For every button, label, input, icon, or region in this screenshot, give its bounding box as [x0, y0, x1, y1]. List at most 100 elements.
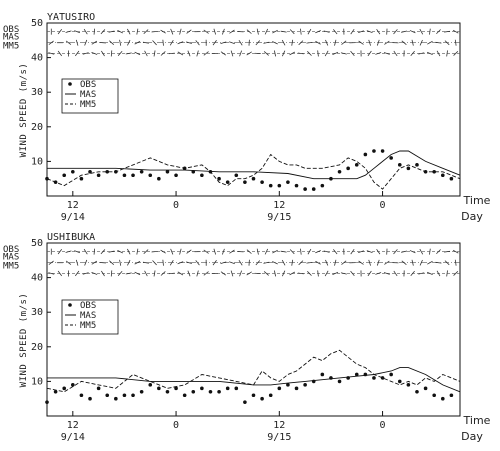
x-tick-label: 12: [273, 200, 285, 211]
wind-vector: [306, 41, 313, 44]
panel-title: USHIBUKA: [47, 232, 95, 243]
obs-point: [45, 400, 49, 404]
vector-row-label: MAS: [3, 32, 19, 42]
wind-vector: [368, 259, 371, 266]
wind-vector: [376, 28, 381, 35]
obs-point: [440, 396, 445, 401]
wind-vector: [143, 29, 149, 34]
wind-vector: [134, 271, 141, 276]
wind-vector: [281, 259, 286, 266]
x-axis-time-label: Time: [463, 414, 491, 427]
x-axis-day-label: Day: [461, 210, 483, 223]
wind-vector: [109, 260, 115, 266]
wind-vector: [426, 271, 433, 276]
obs-point: [243, 180, 247, 184]
obs-point: [337, 379, 342, 384]
obs-point: [234, 173, 239, 178]
date-label: 9/14: [61, 432, 85, 443]
x-tick-label: 12: [67, 200, 79, 211]
obs-point: [320, 372, 325, 377]
wind-vector: [169, 39, 174, 46]
wind-vector: [74, 50, 80, 57]
obs-point: [432, 169, 436, 174]
wind-vector: [110, 50, 113, 57]
legend-label: MAS: [80, 90, 96, 100]
obs-point: [105, 169, 110, 174]
wind-vector: [366, 250, 373, 254]
obs-point: [131, 393, 135, 398]
plot-frame: [46, 22, 461, 197]
wind-vector: [315, 250, 321, 254]
obs-point: [191, 389, 196, 394]
wind-vector: [134, 41, 141, 45]
x-tick-label: 12: [67, 420, 79, 431]
y-tick-label: 50: [31, 238, 43, 249]
obs-point: [79, 393, 84, 398]
wind-vector: [350, 248, 355, 255]
wind-vector: [99, 262, 106, 264]
wind-vector: [427, 260, 433, 265]
obs-point: [415, 163, 419, 167]
obs-point: [122, 393, 127, 398]
wind-vector: [333, 249, 338, 255]
obs-point: [165, 169, 170, 174]
wind-vector: [255, 260, 261, 266]
legend-label: OBS: [80, 80, 96, 90]
wind-vector: [84, 39, 88, 46]
wind-vector: [393, 29, 398, 35]
wind-vector: [109, 40, 115, 46]
wind-vector: [169, 259, 174, 266]
obs-point: [251, 176, 256, 181]
wind-vector: [427, 40, 433, 45]
wind-vector: [273, 50, 277, 57]
obs-point: [286, 383, 290, 387]
wind-vector: [317, 270, 319, 277]
wind-vector: [298, 40, 304, 46]
x-tick-label: 0: [380, 200, 386, 211]
wind-vector: [307, 28, 312, 35]
obs-point: [71, 169, 75, 174]
legend-obs-marker: [68, 82, 72, 86]
obs-point: [449, 176, 454, 181]
obs-point: [53, 389, 58, 394]
y-tick-label: 40: [31, 53, 43, 64]
wind-vector: [168, 272, 175, 275]
legend-label: OBS: [80, 301, 96, 311]
wind-vector: [411, 39, 414, 46]
wind-vector: [298, 260, 304, 266]
wind-vector: [263, 271, 269, 276]
legend-label: MM5: [80, 321, 96, 331]
vector-row-label: OBS: [3, 245, 19, 255]
wind-vector: [383, 52, 390, 55]
obs-point: [372, 376, 376, 380]
wind-vector: [334, 39, 337, 46]
date-label: 9/15: [267, 432, 291, 443]
wind-vector: [272, 29, 278, 34]
wind-vector: [289, 51, 296, 56]
wind-vector: [48, 272, 55, 275]
wind-vector: [195, 260, 200, 266]
wind-vector: [229, 29, 235, 34]
wind-vector: [220, 261, 227, 264]
wind-vector: [410, 50, 415, 57]
wind-vector: [315, 40, 321, 45]
wind-vector: [263, 41, 270, 44]
wind-vector: [409, 30, 416, 34]
wind-vector: [82, 272, 89, 275]
wind-vector: [256, 28, 259, 35]
wind-vector: [134, 51, 141, 56]
wind-vector: [452, 29, 459, 34]
wind-vector: [91, 51, 98, 55]
wind-vector: [196, 270, 199, 277]
obs-point: [311, 187, 316, 191]
wind-vector: [358, 30, 365, 33]
wind-vector: [393, 249, 398, 255]
wind-vector: [179, 248, 182, 255]
wind-vector: [436, 29, 441, 35]
wind-vector: [152, 40, 157, 46]
wind-vector: [300, 28, 302, 35]
obs-point: [294, 386, 299, 391]
wind-vector: [162, 259, 164, 266]
wind-vector: [272, 261, 278, 265]
